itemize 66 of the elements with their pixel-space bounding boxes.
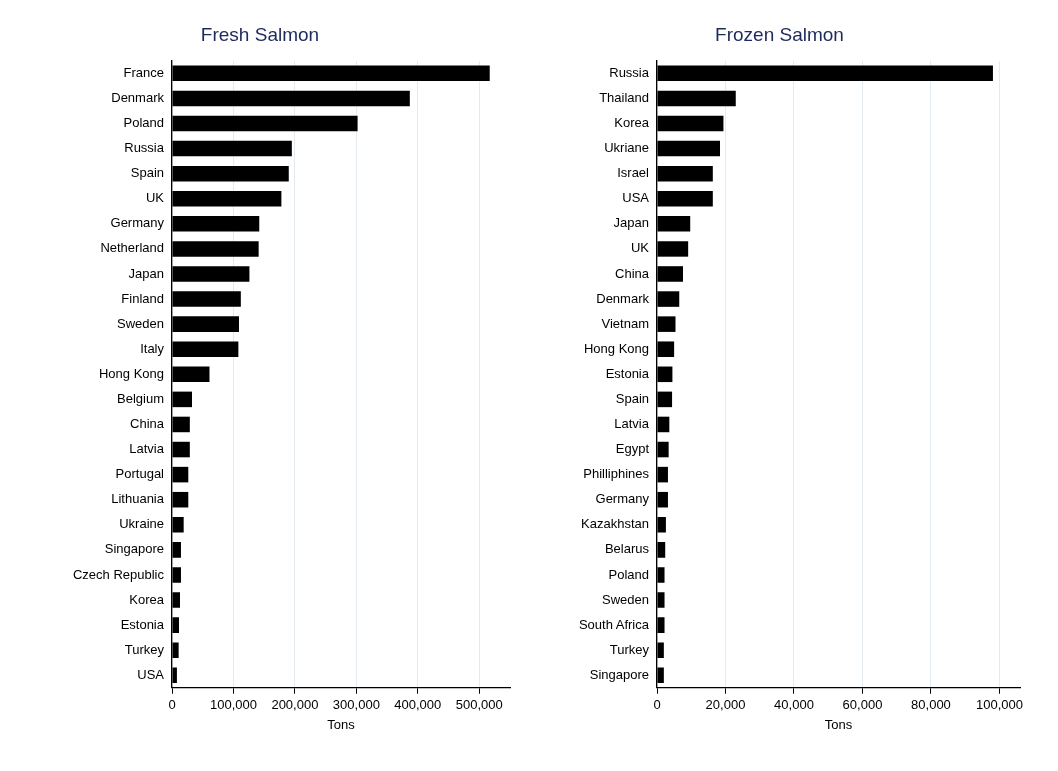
y-tick-label: South Africa [578,616,650,632]
y-tick-label: Italy [140,340,165,356]
y-tick-label: Thailand [599,90,649,105]
y-tick-label: Ukraine [119,516,164,532]
y-tick-label: Netherland [100,240,164,256]
y-tick-label: Germany [110,215,165,231]
y-tick-label: Singapore [104,541,164,557]
y-tick-label: Russia [124,140,165,156]
y-tick-label: Singapore [589,666,649,682]
y-tick-label: Finland [121,290,164,306]
x-tick-label: 80,000 [911,697,951,713]
y-tick-label: Hong Kong [98,365,164,381]
y-tick-label: Vietnam [601,315,649,331]
y-tick-label: Latvia [614,416,650,432]
y-tick-label: Latvia [129,441,165,457]
y-tick-label: Poland [123,115,164,131]
y-tick-label: Sweden [602,591,649,607]
x-axis-title: Tons [327,716,356,732]
y-tick-label: UK [145,190,165,206]
x-tick-label: 20,000 [705,697,746,713]
y-tick-label: Spain [615,390,649,406]
y-tick-label: Sweden [117,315,164,331]
y-tick-label: Korea [129,591,165,607]
y-tick-label: Japan [613,215,649,231]
y-tick-label: Hong Kong [583,340,649,356]
y-tick-label: Philliphines [583,466,650,482]
x-tick-label: 100,000 [209,697,257,713]
y-tick-label: USA [622,190,650,206]
y-tick-label: UK [630,240,650,256]
y-tick-label: France [123,64,164,80]
y-tick-label: Belarus [604,541,650,557]
y-tick-label: Japan [128,265,164,281]
y-tick-label: Denmark [111,90,165,105]
y-tick-label: Estonia [120,616,165,632]
x-tick-label: 0 [653,697,661,713]
y-tick-label: Poland [608,566,649,582]
x-tick-label: 60,000 [842,697,883,713]
y-tick-label: Portugal [115,466,165,482]
y-tick-label: Lithuania [111,491,165,507]
y-tick-label: China [615,265,650,281]
y-tick-label: Denmark [596,290,650,306]
y-tick-label: Korea [614,115,650,131]
y-tick-label: Egypt [615,441,650,457]
x-tick-label: 40,000 [774,697,814,713]
y-tick-label: Turkey [609,641,650,657]
x-tick-label: 500,000 [455,697,503,713]
y-tick-label: Belgium [117,390,164,406]
y-tick-label: Czech Republic [72,566,165,582]
x-tick-label: 100,000 [975,697,1023,713]
chart-title: Fresh Salmon [200,23,320,45]
y-tick-label: Spain [130,165,164,181]
x-axis-title: Tons [824,716,853,732]
y-tick-label: Kazakhstan [581,516,649,532]
y-tick-label: Israel [617,165,650,181]
y-tick-label: Russia [609,64,650,80]
x-tick-label: 300,000 [332,697,380,713]
y-tick-label: Ukriane [604,140,649,156]
y-tick-label: China [130,416,165,432]
y-tick-label: Germany [595,491,650,507]
y-tick-label: Turkey [124,641,165,657]
x-tick-label: 400,000 [394,697,442,713]
x-tick-label: 0 [168,697,176,713]
y-tick-label: USA [137,666,165,682]
x-tick-label: 200,000 [271,697,319,713]
y-tick-label: Estonia [605,365,650,381]
chart-title: Frozen Salmon [715,23,844,45]
